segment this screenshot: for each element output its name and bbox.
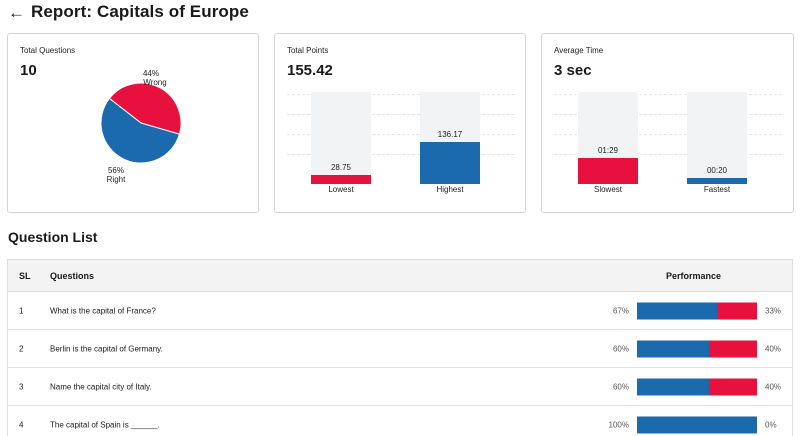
table-row[interactable]: 3 Name the capital city of Italy. 60% 40% [8, 368, 792, 406]
bar-slowest-time [578, 158, 638, 184]
total-questions-value: 10 [20, 62, 37, 79]
header-performance: Performance [666, 270, 722, 281]
pie-label-wrong-name: Wrong [143, 78, 166, 87]
row-sl: 1 [19, 306, 24, 315]
average-time-card: Average Time 3 sec 01:29 Slowest 00:20 F… [541, 33, 794, 213]
performance-bar [637, 378, 757, 395]
pie-label-right-name: Right [107, 175, 126, 184]
pie-label-right-percent: 56% [108, 166, 124, 175]
average-time-value: 3 sec [554, 62, 592, 79]
table-row[interactable]: 1 What is the capital of France? 67% 33% [8, 292, 792, 330]
row-question: The capital of Spain is ______. [50, 420, 160, 429]
bar-category-fastest: Fastest [703, 185, 731, 194]
row-correct-percent: 60% [612, 382, 629, 391]
points-bar-chart: 28.75 Lowest 136.17 Highest [287, 92, 515, 197]
bar-lowest-points [311, 175, 371, 184]
bar-value-fastest-time: 00:20 [706, 166, 728, 176]
page-header: ← Report: Capitals of Europe [8, 0, 249, 24]
row-sl: 4 [19, 420, 24, 429]
total-points-label: Total Points [287, 46, 329, 55]
row-sl: 3 [19, 382, 24, 391]
grid-line [287, 134, 515, 135]
row-wrong-percent: 0% [765, 420, 777, 429]
total-points-value: 155.42 [287, 62, 333, 79]
bar-track-slowest: 01:29 [578, 92, 638, 184]
total-questions-card: Total Questions 10 44% Wrong 56% Right [7, 33, 259, 213]
performance-bar [637, 416, 757, 433]
row-correct-percent: 60% [612, 344, 629, 353]
performance-bar [637, 302, 757, 319]
row-wrong-percent: 40% [765, 344, 782, 353]
bar-highest-points [420, 142, 480, 184]
bar-track-fastest: 00:20 [687, 92, 747, 184]
table-row[interactable]: 2 Berlin is the capital of Germany. 60% 40% [8, 330, 792, 368]
performance-correct-segment [637, 416, 757, 433]
pie-label-wrong-percent: 44% [143, 69, 159, 78]
bar-fastest-time [687, 178, 747, 184]
row-sl: 2 [19, 344, 24, 353]
bar-value-highest-points: 136.17 [437, 130, 463, 140]
performance-correct-segment [637, 302, 718, 319]
performance-wrong-segment [709, 340, 757, 357]
page-title: Report: Capitals of Europe [31, 2, 249, 21]
question-table: SL Questions Performance 1 What is the ca… [7, 259, 793, 436]
pie-slice-right [100, 97, 181, 164]
grid-line [287, 154, 515, 155]
total-points-card: Total Points 155.42 28.75 Lowest 136.17 … [274, 33, 526, 213]
grid-line [554, 114, 782, 115]
back-arrow-icon[interactable]: ← [8, 2, 25, 22]
row-question: Berlin is the capital of Germany. [50, 344, 163, 353]
row-question: What is the capital of France? [50, 306, 156, 315]
table-body: 1 What is the capital of France? 67% 33% 2 Be… [8, 292, 792, 436]
grid-line [287, 114, 515, 115]
bar-category-highest: Highest [436, 185, 464, 194]
question-list-title: Question List [8, 229, 98, 245]
bar-category-slowest: Slowest [593, 185, 622, 194]
row-wrong-percent: 40% [765, 382, 782, 391]
performance-correct-segment [637, 378, 709, 395]
header-sl: SL [19, 270, 31, 281]
bar-track-lowest: 28.75 [311, 92, 371, 184]
header-questions: Questions [50, 270, 95, 281]
row-question: Name the capital city of Italy. [50, 382, 152, 391]
table-header: SL Questions Performance [8, 260, 792, 292]
pie-slice-wrong [108, 82, 182, 135]
bar-track-highest: 136.17 [420, 92, 480, 184]
row-wrong-percent: 33% [765, 306, 782, 315]
row-correct-percent: 67% [612, 306, 629, 315]
grid-line [554, 154, 782, 155]
bar-value-slowest-time: 01:29 [597, 146, 619, 156]
time-bar-chart: 01:29 Slowest 00:20 Fastest [554, 92, 782, 197]
grid-line [554, 94, 782, 95]
performance-bar [637, 340, 757, 357]
row-correct-percent: 100% [608, 420, 629, 429]
performance-correct-segment [637, 340, 709, 357]
grid-line [554, 134, 782, 135]
total-questions-label: Total Questions [20, 46, 76, 55]
performance-wrong-segment [709, 378, 757, 395]
bar-value-lowest-points: 28.75 [330, 163, 352, 173]
table-row[interactable]: 4 The capital of Spain is ______. 100% 0% [8, 406, 792, 436]
results-pie-chart: 44% Wrong 56% Right [100, 69, 182, 184]
bar-category-lowest: Lowest [328, 185, 354, 194]
grid-line [287, 94, 515, 95]
performance-wrong-segment [717, 302, 757, 319]
average-time-label: Average Time [554, 46, 604, 55]
